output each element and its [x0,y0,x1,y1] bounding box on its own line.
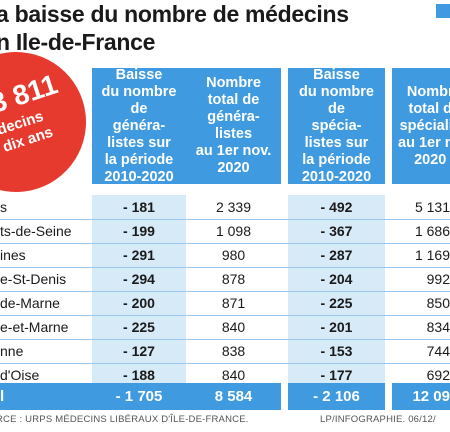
specialists-drop-cell: - 204 [288,267,385,291]
column-header-label: Baisse du nombre de spécia- listes sur l… [299,66,374,185]
specialists-count-cell: 1 686 [414,223,450,239]
generalists-count-cell: 871 [221,295,246,311]
generalists-count-cell: 840 [221,319,246,335]
department-name: ines [0,247,26,263]
row-divider [0,219,450,220]
column-header-generalists-drop: Baisse du nombre de généra- listes sur l… [92,66,186,185]
generalists-count-cell: 838 [221,343,246,359]
column-header-specialists-total: Nombr total d spécialis au 1er no 2020 [392,68,450,184]
total-specialists-count: 12 09 [412,388,450,405]
generalists-count-cell: 840 [221,367,246,383]
chart-title-line-2: n Ile-de-France [0,29,156,55]
generalists-count-cell: 878 [221,271,246,287]
generalists-drop-cell: - 225 [92,315,186,339]
specialists-drop-cell: - 201 [288,315,385,339]
specialists-drop-cell: - 225 [288,291,385,315]
specialists-drop-cell: - 153 [288,339,385,363]
row-divider [0,291,450,292]
table-row: de-Marne - 200 871 - 225 850 [0,291,450,315]
specialists-drop-cell: - 492 [288,195,385,219]
column-header-label: Baisse du nombre de généra- listes sur l… [101,66,177,185]
table-row: s - 181 2 339 - 492 5 131 [0,195,450,219]
table-row: nne - 127 838 - 153 744 [0,339,450,363]
logo-corner-mark [436,4,450,18]
generalists-count-cell: 2 339 [215,199,252,215]
table-row: ines - 291 980 - 287 1 169 [0,243,450,267]
row-divider [0,243,450,244]
department-name: ts-de-Seine [0,223,72,239]
specialists-count-cell: 992 [426,271,450,287]
generalists-count-cell: 1 098 [215,223,252,239]
specialists-count-cell: 744 [426,343,450,359]
column-gap [385,383,392,410]
generalists-count-cell: 980 [221,247,246,263]
row-divider [0,315,450,316]
total-generalists-count: 8 584 [214,388,253,405]
specialists-count-cell: 834 [426,319,450,335]
table-row: e-et-Marne - 225 840 - 201 834 [0,315,450,339]
red-badge: 3 811 decins dix ans [0,33,105,211]
specialists-drop-cell: - 287 [288,243,385,267]
column-header-label: Nombre total de généra- listes au 1er no… [195,75,272,176]
total-generalists-drop: - 1 705 [115,388,163,405]
generalists-drop-cell: - 294 [92,267,186,291]
specialists-count-cell: 1 169 [414,247,450,263]
department-name: e-et-Marne [0,319,69,335]
department-name: d'Oise [0,367,40,383]
generalists-drop-cell: - 199 [92,219,186,243]
generalists-drop-cell: - 291 [92,243,186,267]
column-header-label: Nombr total d spécialis au 1er no 2020 [398,83,450,168]
total-row: l - 1 705 8 584 - 2 106 12 09 [0,383,450,410]
row-divider [0,339,450,340]
generalists-drop-cell: - 181 [92,195,186,219]
column-header-specialists-drop: Baisse du nombre de spécia- listes sur l… [288,66,385,185]
column-header-generalists-total: Nombre total de généra- listes au 1er no… [186,68,281,184]
department-name: nne [0,343,24,359]
source-credit: RCE : URPS MÉDECINS LIBÉRAUX D'ÎLE-DE-FR… [0,414,249,425]
generalists-drop-cell: - 127 [92,339,186,363]
department-name: e-St-Denis [0,271,67,287]
department-name: s [0,199,7,215]
graphic-credit: LP/INFOGRAPHIE. 06/12/ [320,414,436,425]
specialists-count-cell: 5 131 [414,199,450,215]
department-name: de-Marne [0,295,60,311]
table-row: e-St-Denis - 294 878 - 204 992 [0,267,450,291]
generalists-drop-cell: - 200 [92,291,186,315]
table-row: ts-de-Seine - 199 1 098 - 367 1 686 [0,219,450,243]
row-divider [0,267,450,268]
specialists-count-cell: 850 [426,295,450,311]
chart-title-line-1: a baisse du nombre de médecins [0,1,349,27]
total-specialists-drop: - 2 106 [313,388,360,405]
row-divider [0,363,450,364]
specialists-count-cell: 692 [426,367,450,383]
specialists-drop-cell: - 367 [288,219,385,243]
column-gap [281,383,288,410]
total-label: l [0,388,5,405]
